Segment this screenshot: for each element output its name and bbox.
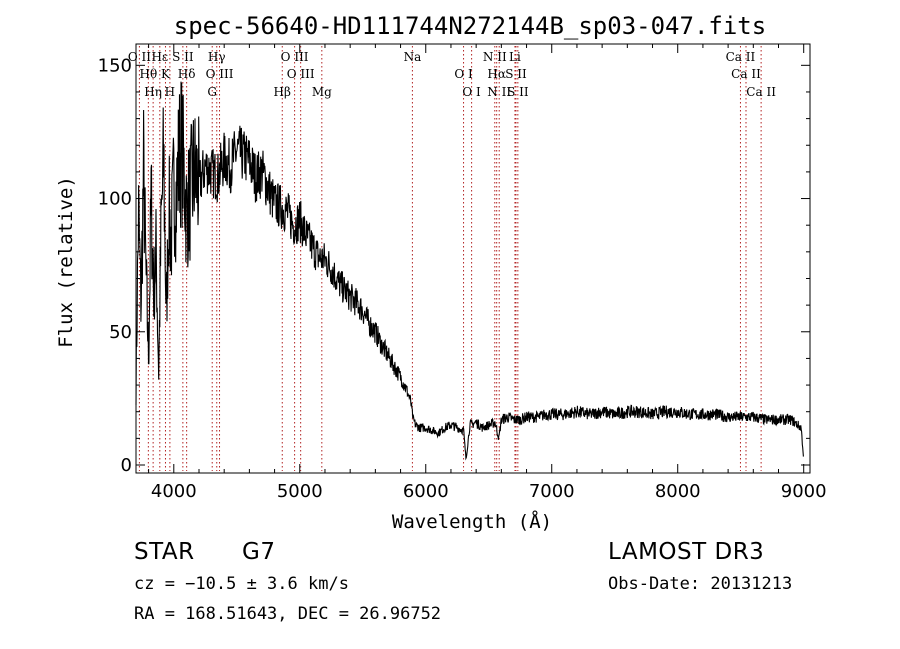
spectral-line-label-12: O III [281,50,309,64]
spectral-line-label-19: Hα [487,67,506,81]
spectral-line-label-6: S II [172,50,194,64]
x-tick-label-3: 7000 [529,481,575,502]
coordinates: RA = 168.51643, DEC = 26.96752 [134,604,442,624]
spectral-line-label-24: Ca II [726,50,756,64]
observation-date: Obs-Date: 20131213 [608,574,793,594]
y-tick-label-3: 150 [98,55,132,76]
spectral-line-labels: O II Hθ Hη Hε KH S II Hδ G Hγ O III Hβ O III O III Mg… [128,50,776,99]
spectral-line-markers [138,46,762,471]
x-tick-label-5: 9000 [781,481,827,502]
spectral-line-label-3: Hε [151,50,168,64]
object-subclass: G7 [242,539,276,565]
x-tick-label-0: 4000 [151,481,197,502]
x-axis-ticks: 4000 5000 6000 7000 8000 9000 [148,44,827,502]
spectral-line-label-5: H [165,85,175,99]
spectral-line-label-10: O III [206,67,234,81]
spectral-line-label-8: G [207,85,217,99]
spectral-line-label-7: Hδ [178,67,196,81]
x-tick-label-2: 6000 [403,481,449,502]
spectral-line-label-23: S II [507,85,529,99]
spectrum-series [135,81,804,461]
y-axis-ticks: 0 50 100 150 [98,55,810,476]
spectral-line-label-15: Na [404,50,422,64]
spectral-line-label-13: O III [287,67,315,81]
spectral-line-label-2: Hη [144,85,162,99]
spectral-line-label-9: Hγ [208,50,226,64]
spectral-line-label-4: K [161,67,171,81]
spectral-line-label-21: Li [509,50,521,64]
x-tick-label-4: 8000 [655,481,701,502]
spectral-line-label-14: Mg [312,85,332,99]
spectral-line-label-26: Ca II [746,85,776,99]
y-tick-label-0: 0 [121,455,132,476]
plot-frame [135,43,811,474]
x-tick-label-1: 5000 [277,481,323,502]
spectral-line-label-18: N II [483,50,507,64]
redshift-cz: cz = −10.5 ± 3.6 km/s [134,574,349,594]
x-axis-label: Wavelength (Å) [392,510,552,533]
y-tick-label-1: 50 [109,322,132,343]
spectral-line-label-16: O I [454,67,473,81]
spectral-line-label-11: Hβ [274,85,291,99]
chart-title: spec-56640-HD111744N272144B_sp03-047.fit… [174,12,766,40]
spectral-line-label-25: Ca II [731,67,761,81]
spectral-line-label-22: S II [505,67,527,81]
spectrum-flux-line [135,81,804,461]
survey-name: LAMOST DR3 [608,539,765,565]
object-class: STAR [134,539,195,565]
y-tick-label-2: 100 [98,189,132,210]
spectral-line-label-0: O II [128,50,151,64]
spectral-line-label-17: O I [462,85,481,99]
spectral-line-label-20: N II [487,85,511,99]
spectral-line-label-1: Hθ [139,67,157,81]
y-axis-label: Flux (relative) [55,176,77,348]
